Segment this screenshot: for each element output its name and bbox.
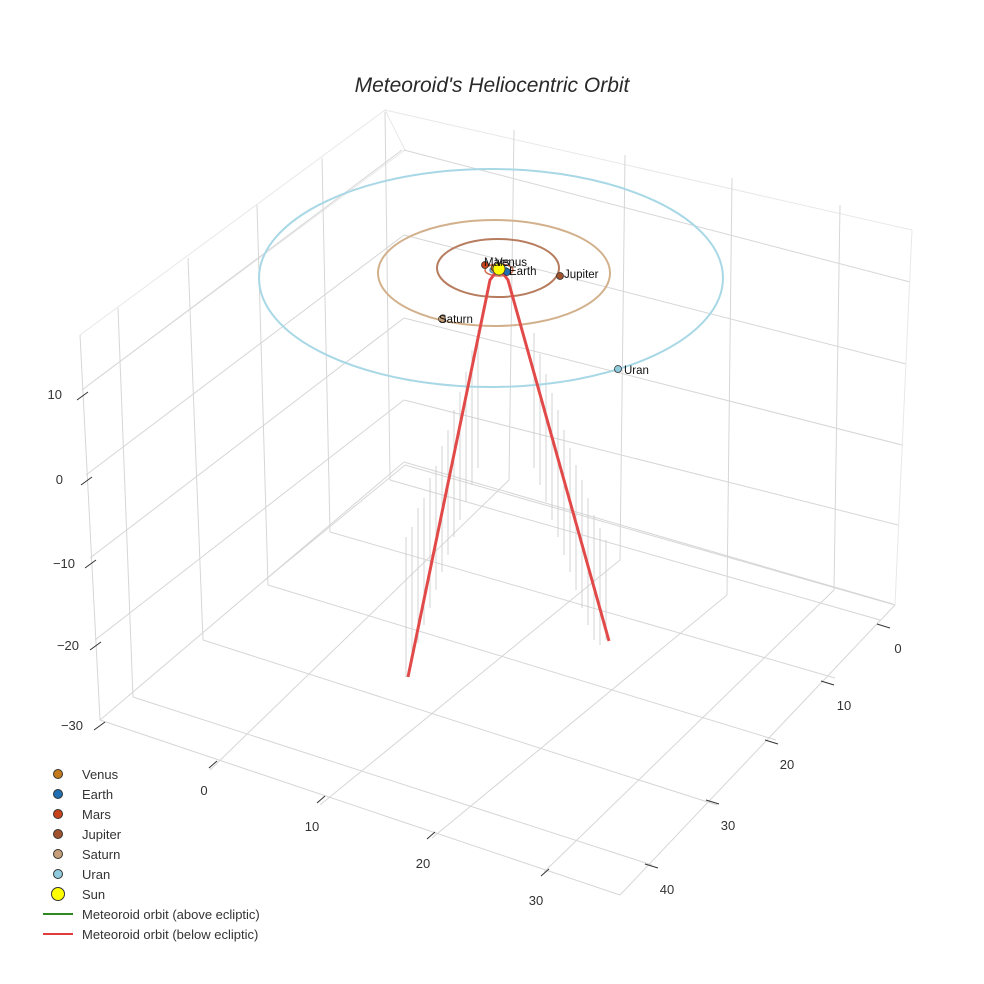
uran-marker [614, 365, 622, 373]
jupiter-marker [556, 272, 564, 280]
svg-text:−10: −10 [53, 556, 75, 571]
svg-text:0: 0 [894, 641, 901, 656]
z-axis-tick-labels: 10 0 −10 −20 −30 [48, 387, 83, 733]
svg-text:0: 0 [200, 783, 207, 798]
svg-text:20: 20 [416, 856, 430, 871]
x-axis-tick-labels: 0 10 20 30 [200, 783, 543, 908]
legend-item-venus[interactable]: Venus [36, 764, 260, 784]
legend-item-meteoroid-above[interactable]: Meteoroid orbit (above ecliptic) [36, 904, 260, 924]
sun-marker [492, 262, 506, 276]
svg-text:30: 30 [529, 893, 543, 908]
sun-legend-icon [51, 887, 65, 901]
legend-item-meteoroid-below[interactable]: Meteoroid orbit (below ecliptic) [36, 924, 260, 944]
y-axis-tick-labels: 0 10 20 30 40 [660, 641, 902, 897]
legend-item-earth[interactable]: Earth [36, 784, 260, 804]
earth-legend-icon [53, 789, 63, 799]
svg-text:Venus: Venus [495, 257, 527, 269]
mars-legend-icon [53, 809, 63, 819]
mars-marker [481, 261, 489, 269]
legend-item-uran[interactable]: Uran [36, 864, 260, 884]
svg-text:30: 30 [721, 818, 735, 833]
svg-text:20: 20 [780, 757, 794, 772]
svg-text:10: 10 [837, 698, 851, 713]
y-axis-ticks [644, 623, 891, 869]
svg-text:−30: −30 [61, 718, 83, 733]
svg-text:Saturn: Saturn [439, 314, 473, 326]
x-axis-ticks [208, 760, 550, 877]
svg-text:10: 10 [305, 819, 319, 834]
venus-legend-icon [53, 769, 63, 779]
planet-labels: Mars Venus Earth Jupiter Saturn Uran [439, 257, 649, 377]
svg-text:Uran: Uran [624, 365, 649, 377]
svg-text:−20: −20 [57, 638, 79, 653]
legend-item-saturn[interactable]: Saturn [36, 844, 260, 864]
legend-item-jupiter[interactable]: Jupiter [36, 824, 260, 844]
jupiter-legend-icon [53, 829, 63, 839]
svg-text:Earth: Earth [509, 266, 537, 278]
svg-text:Jupiter: Jupiter [564, 269, 599, 281]
grid-lines [79, 109, 913, 896]
red-line-icon [43, 933, 73, 935]
jupiter-orbit [436, 238, 560, 298]
z-axis-ticks [76, 391, 106, 731]
legend-item-sun[interactable]: Sun [36, 884, 260, 904]
chart-title: Meteoroid's Heliocentric Orbit [354, 74, 630, 97]
saturn-legend-icon [53, 849, 63, 859]
green-line-icon [43, 913, 73, 915]
legend: Venus Earth Mars Jupiter Saturn Uran Sun… [36, 764, 260, 944]
uran-legend-icon [53, 869, 63, 879]
svg-text:0: 0 [56, 472, 63, 487]
planets [438, 261, 622, 373]
saturn-marker [438, 315, 446, 323]
svg-text:10: 10 [48, 387, 62, 402]
saturn-orbit [377, 219, 611, 327]
meteoroid-drop-lines [405, 330, 607, 677]
uran-orbit [258, 168, 724, 388]
meteoroid-orbit-below [406, 265, 611, 678]
legend-item-mars[interactable]: Mars [36, 804, 260, 824]
svg-text:Mars: Mars [484, 257, 510, 269]
svg-text:40: 40 [660, 882, 674, 897]
